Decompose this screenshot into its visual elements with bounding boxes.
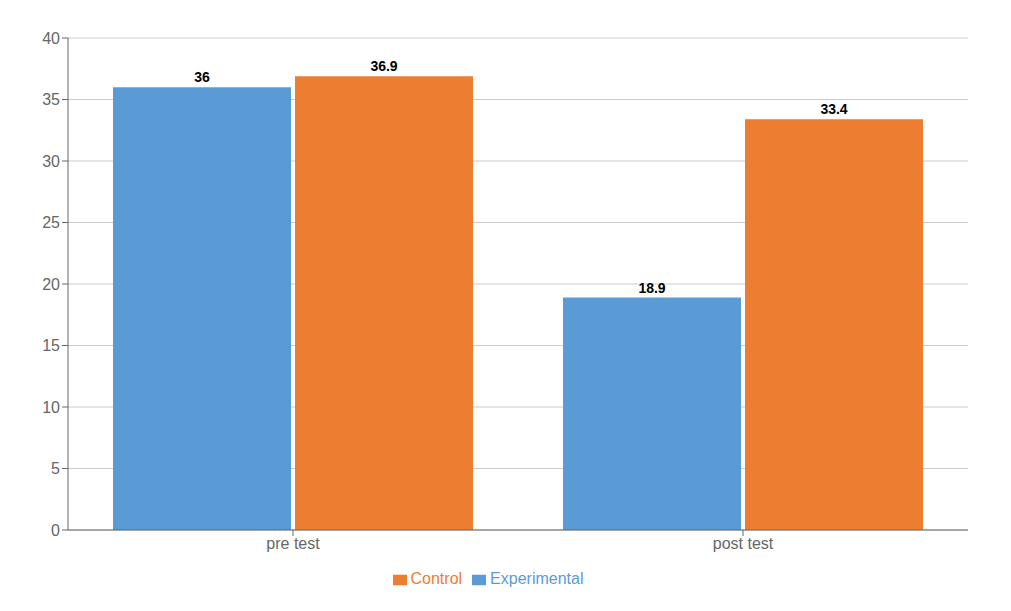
svg-text:30: 30 <box>42 153 60 170</box>
svg-text:pre test: pre test <box>266 535 320 552</box>
svg-text:10: 10 <box>42 399 60 416</box>
svg-text:35: 35 <box>42 91 60 108</box>
svg-text:40: 40 <box>42 30 60 47</box>
svg-text:33.4: 33.4 <box>820 101 847 117</box>
svg-text:post test: post test <box>713 535 774 552</box>
svg-text:36: 36 <box>194 69 210 85</box>
svg-text:18.9: 18.9 <box>638 280 665 296</box>
svg-text:36.9: 36.9 <box>370 58 397 74</box>
svg-text:15: 15 <box>42 337 60 354</box>
html-text:Control: Control <box>410 570 463 587</box>
svg-text:5: 5 <box>51 460 60 477</box>
svg-text:25: 25 <box>42 214 60 231</box>
svg-text:20: 20 <box>42 276 60 293</box>
html-text:Experimental: Experimental <box>490 570 584 587</box>
svg-text:0: 0 <box>51 522 60 539</box>
